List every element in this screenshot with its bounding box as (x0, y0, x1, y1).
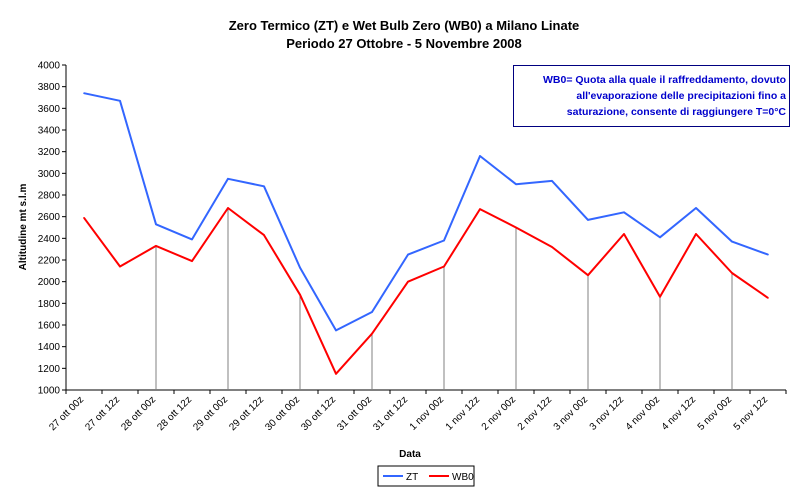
y-tick-label: 1400 (38, 342, 61, 353)
y-tick-label: 3000 (38, 169, 61, 180)
data-point-wb0 (155, 245, 157, 247)
data-point-zt (767, 253, 769, 256)
data-point-wb0 (371, 332, 373, 335)
chart-subtitle: Periodo 27 Ottobre - 5 Novembre 2008 (286, 36, 522, 51)
y-axis-title: Altitudine mt s.l.m (18, 184, 29, 271)
data-point-wb0 (227, 207, 229, 209)
data-point-wb0 (191, 260, 193, 262)
data-point-zt (191, 238, 193, 241)
data-point-zt (263, 185, 265, 188)
y-tick-label: 2400 (38, 234, 61, 245)
x-tick-label: 31 ott 00z (335, 394, 374, 433)
x-axis-title: Data (399, 449, 421, 460)
data-point-wb0 (587, 274, 589, 276)
x-tick-label: 2 nov 12z (516, 394, 554, 432)
data-point-zt (587, 219, 589, 221)
legend-label-wb0: WB0 (452, 472, 474, 483)
x-tick-label: 30 ott 00z (263, 394, 302, 433)
data-point-zt (335, 329, 337, 332)
x-tick-label: 1 nov 12z (444, 394, 482, 432)
data-point-zt (407, 253, 409, 256)
y-tick-label: 1600 (38, 321, 61, 332)
y-tick-label: 3600 (38, 104, 61, 115)
x-tick-label: 4 nov 12z (660, 394, 698, 432)
x-tick-label: 28 ott 00z (119, 394, 158, 433)
data-point-wb0 (263, 234, 265, 236)
x-tick-label: 3 nov 12z (588, 394, 626, 432)
y-tick-label: 2000 (38, 277, 61, 288)
data-point-wb0 (299, 293, 301, 296)
y-tick-label: 1000 (38, 386, 61, 397)
y-tick-label: 1800 (38, 299, 61, 310)
data-point-zt (83, 92, 85, 94)
data-point-wb0 (767, 297, 769, 299)
data-point-zt (659, 236, 661, 239)
x-tick-label: 29 ott 12z (227, 394, 266, 433)
data-point-wb0 (83, 216, 85, 219)
x-tick-label: 1 nov 00z (408, 394, 446, 432)
y-tick-label: 3800 (38, 82, 61, 93)
data-point-wb0 (443, 265, 445, 268)
y-tick-label: 4000 (38, 61, 61, 72)
x-tick-label: 31 ott 12z (371, 394, 410, 433)
data-point-zt (443, 239, 445, 242)
data-point-zt (623, 211, 625, 214)
legend-box (377, 465, 475, 487)
y-tick-label: 1200 (38, 364, 61, 375)
y-tick-label: 2800 (38, 191, 61, 202)
x-tick-label: 5 nov 12z (732, 394, 770, 432)
x-tick-label: 29 ott 00z (191, 394, 230, 433)
legend: ZT WB0 (377, 465, 475, 487)
data-point-wb0 (695, 233, 697, 235)
data-point-wb0 (731, 272, 733, 274)
x-tick-label: 28 ott 12z (155, 394, 194, 433)
annotation-text: WB0= Quota alla quale il raffreddamento,… (543, 74, 786, 118)
x-tick-label: 5 nov 00z (696, 394, 734, 432)
data-point-zt (155, 223, 157, 226)
x-tick-label: 27 ott 12z (83, 394, 122, 433)
data-point-wb0 (551, 246, 553, 248)
chart-title: Zero Termico (ZT) e Wet Bulb Zero (WB0) … (229, 18, 580, 33)
data-point-zt (479, 155, 481, 157)
data-point-wb0 (335, 372, 337, 375)
x-tick-label: 3 nov 00z (552, 394, 590, 432)
x-tick-label: 30 ott 12z (299, 394, 338, 433)
x-tick-label: 27 ott 00z (47, 394, 86, 433)
data-point-wb0 (119, 265, 121, 268)
data-point-wb0 (407, 280, 409, 283)
y-tick-label: 2600 (38, 212, 61, 223)
legend-label-zt: ZT (406, 472, 418, 483)
series-line-wb0 (83, 207, 769, 375)
data-point-zt (371, 311, 373, 313)
data-point-zt (731, 240, 733, 243)
y-tick-label: 3400 (38, 126, 61, 137)
y-tick-label: 3200 (38, 147, 61, 158)
y-tick-label: 2200 (38, 256, 61, 267)
x-tick-label: 4 nov 00z (624, 394, 662, 432)
annotation-box: WB0= Quota alla quale il raffreddamento,… (513, 65, 790, 127)
series-line-zt (83, 92, 769, 332)
data-point-wb0 (623, 233, 625, 235)
data-point-zt (695, 207, 697, 209)
data-point-zt (515, 183, 517, 185)
data-point-wb0 (515, 226, 517, 229)
data-point-zt (551, 180, 553, 182)
data-point-zt (299, 266, 301, 269)
data-point-wb0 (479, 208, 481, 210)
data-point-zt (227, 177, 229, 180)
data-point-zt (119, 99, 121, 102)
x-tick-label: 2 nov 00z (480, 394, 518, 432)
data-point-wb0 (659, 296, 661, 298)
